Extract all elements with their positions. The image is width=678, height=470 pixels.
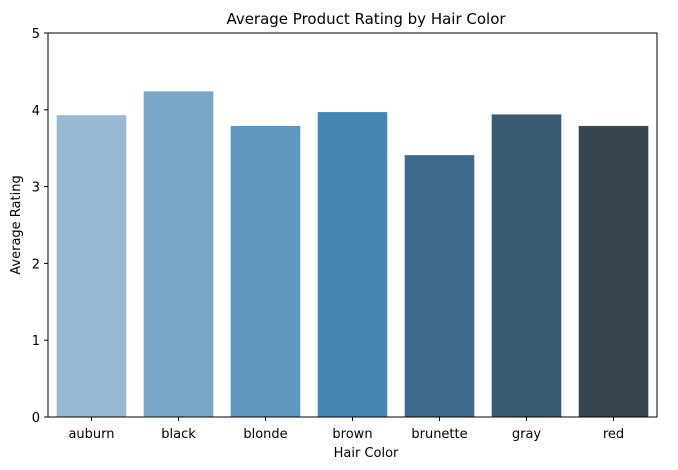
x-axis-ticks: auburn black blonde brown brunette gray red (68, 417, 624, 442)
chart-title: Average Product Rating by Hair Color (226, 10, 506, 28)
y-tick-label: 3 (32, 181, 40, 196)
plot-frame (47, 32, 658, 418)
y-axis-label: Average Rating (9, 175, 24, 274)
x-tick-label: auburn (68, 427, 114, 442)
bar-gray (491, 114, 562, 418)
x-tick-label: blonde (243, 427, 287, 442)
bar-brown (317, 112, 388, 417)
x-tick-label: brunette (411, 427, 467, 442)
y-tick-label: 4 (32, 104, 40, 119)
bar-auburn (56, 115, 127, 418)
x-tick-label: gray (512, 427, 542, 442)
bars-group (56, 91, 649, 418)
bar-black (143, 91, 214, 418)
bar-blonde (230, 125, 301, 417)
x-tick-label: red (603, 427, 624, 442)
x-axis-label: Hair Color (334, 446, 399, 461)
x-tick-label: brown (332, 427, 372, 442)
y-axis-ticks: 0 1 2 3 4 5 (32, 27, 48, 426)
y-tick-label: 2 (32, 257, 40, 272)
y-tick-label: 1 (32, 334, 40, 349)
bar-brunette (404, 155, 475, 417)
bar-red (578, 125, 649, 417)
y-tick-label: 5 (32, 27, 40, 42)
y-tick-label: 0 (32, 411, 40, 426)
x-tick-label: black (161, 427, 196, 442)
